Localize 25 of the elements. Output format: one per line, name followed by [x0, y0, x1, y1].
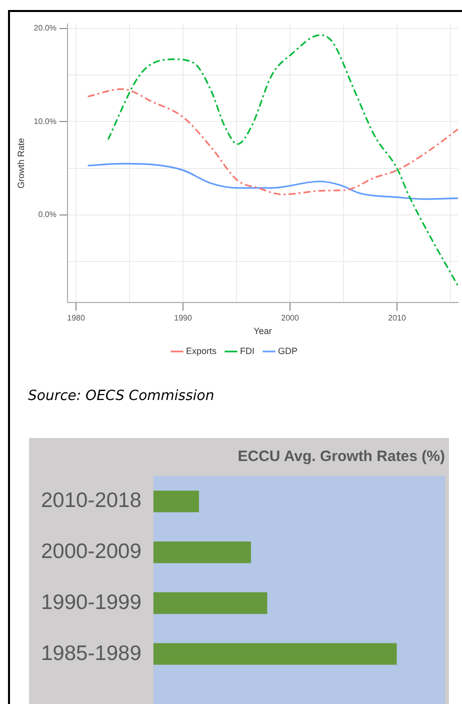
line-series	[87, 162, 458, 200]
legend-label: Exports	[186, 346, 218, 356]
x-tick-label: 2000	[281, 314, 300, 323]
bar	[153, 643, 397, 665]
line-series	[107, 34, 458, 287]
bar	[153, 541, 251, 564]
line-series	[87, 88, 458, 196]
legend-label: GDP	[278, 346, 298, 356]
chart-title: ECCU Avg. Growth Rates (%)	[238, 448, 445, 466]
legend-label: FDI	[240, 346, 255, 356]
y-axis-title: Growth Rate	[16, 138, 26, 188]
y-tick-label: 20.0%	[34, 24, 56, 33]
y-tick-label: 2000-2009	[40, 540, 142, 564]
bar	[153, 592, 268, 614]
y-tick-label: 1985-1989	[40, 642, 142, 665]
y-tick-label: 10.0%	[34, 116, 56, 126]
x-tick-label: 1990	[174, 314, 192, 323]
x-axis-title: Year	[254, 326, 272, 336]
x-tick-label: 1980	[67, 314, 86, 323]
source-note: Source: OECS Commission	[28, 388, 214, 404]
y-tick-label: 2010-2018	[40, 489, 142, 512]
y-tick-label: 0.0%	[38, 210, 56, 220]
bar	[153, 490, 199, 512]
x-tick-label: 2010	[388, 314, 406, 323]
y-tick-label: 1990-1999	[40, 590, 142, 614]
